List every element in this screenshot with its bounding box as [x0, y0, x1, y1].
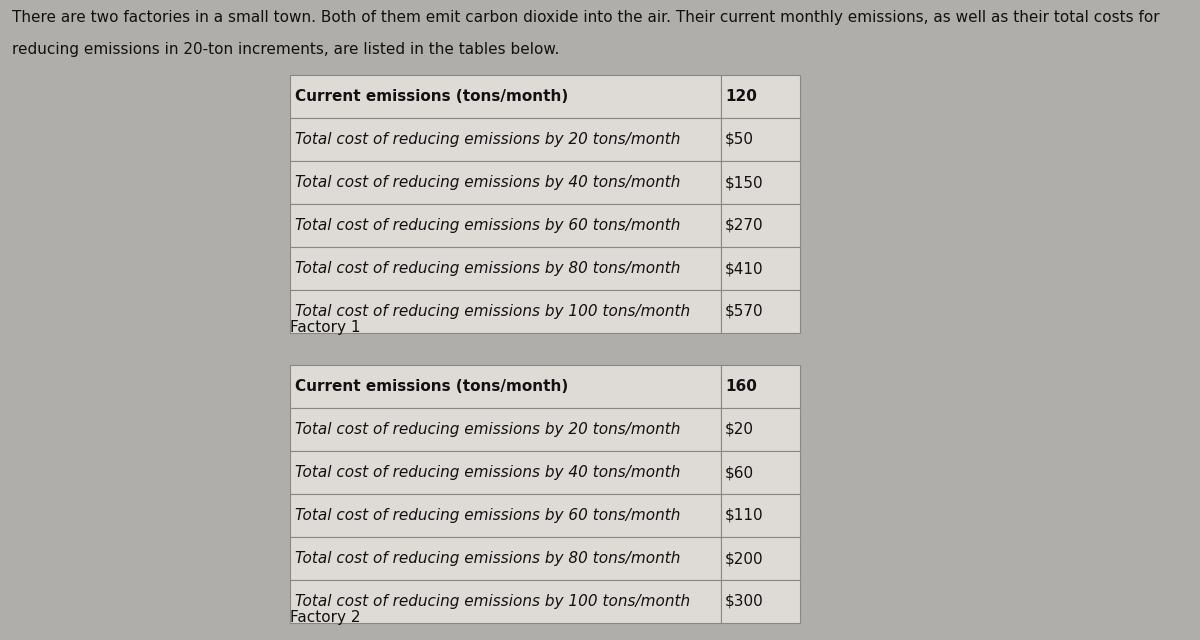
- Bar: [290, 75, 721, 118]
- Text: Factory 1: Factory 1: [290, 320, 360, 335]
- Text: reducing emissions in 20-ton increments, are listed in the tables below.: reducing emissions in 20-ton increments,…: [12, 42, 559, 57]
- Text: Total cost of reducing emissions by 60 tons/month: Total cost of reducing emissions by 60 t…: [295, 218, 680, 233]
- Text: Total cost of reducing emissions by 20 tons/month: Total cost of reducing emissions by 20 t…: [295, 422, 680, 437]
- Bar: [290, 494, 721, 537]
- Bar: [721, 365, 800, 408]
- Bar: [290, 537, 721, 580]
- Bar: [721, 204, 800, 247]
- Text: $20: $20: [725, 422, 754, 437]
- Text: Current emissions (tons/month): Current emissions (tons/month): [295, 379, 569, 394]
- Text: Factory 2: Factory 2: [290, 610, 360, 625]
- Bar: [290, 290, 721, 333]
- Bar: [290, 365, 721, 408]
- Text: $300: $300: [725, 594, 763, 609]
- Bar: [721, 290, 800, 333]
- Text: Current emissions (tons/month): Current emissions (tons/month): [295, 89, 569, 104]
- Bar: [721, 161, 800, 204]
- Bar: [721, 451, 800, 494]
- Bar: [290, 408, 721, 451]
- Bar: [290, 451, 721, 494]
- Bar: [290, 161, 721, 204]
- Text: $150: $150: [725, 175, 763, 190]
- Bar: [290, 580, 721, 623]
- Text: $110: $110: [725, 508, 763, 523]
- Text: 120: 120: [725, 89, 757, 104]
- Bar: [721, 118, 800, 161]
- Text: Total cost of reducing emissions by 80 tons/month: Total cost of reducing emissions by 80 t…: [295, 551, 680, 566]
- Text: $570: $570: [725, 304, 763, 319]
- Text: $200: $200: [725, 551, 763, 566]
- Text: Total cost of reducing emissions by 40 tons/month: Total cost of reducing emissions by 40 t…: [295, 175, 680, 190]
- Bar: [721, 580, 800, 623]
- Text: $60: $60: [725, 465, 754, 480]
- Bar: [290, 247, 721, 290]
- Text: Total cost of reducing emissions by 100 tons/month: Total cost of reducing emissions by 100 …: [295, 594, 690, 609]
- Text: Total cost of reducing emissions by 20 tons/month: Total cost of reducing emissions by 20 t…: [295, 132, 680, 147]
- Text: $410: $410: [725, 261, 763, 276]
- Bar: [721, 537, 800, 580]
- Text: $270: $270: [725, 218, 763, 233]
- Bar: [721, 494, 800, 537]
- Bar: [290, 118, 721, 161]
- Bar: [721, 75, 800, 118]
- Bar: [721, 408, 800, 451]
- Bar: [290, 204, 721, 247]
- Text: Total cost of reducing emissions by 100 tons/month: Total cost of reducing emissions by 100 …: [295, 304, 690, 319]
- Text: Total cost of reducing emissions by 40 tons/month: Total cost of reducing emissions by 40 t…: [295, 465, 680, 480]
- Bar: [721, 247, 800, 290]
- Text: There are two factories in a small town. Both of them emit carbon dioxide into t: There are two factories in a small town.…: [12, 10, 1159, 25]
- Text: Total cost of reducing emissions by 80 tons/month: Total cost of reducing emissions by 80 t…: [295, 261, 680, 276]
- Text: Total cost of reducing emissions by 60 tons/month: Total cost of reducing emissions by 60 t…: [295, 508, 680, 523]
- Text: 160: 160: [725, 379, 757, 394]
- Text: $50: $50: [725, 132, 754, 147]
